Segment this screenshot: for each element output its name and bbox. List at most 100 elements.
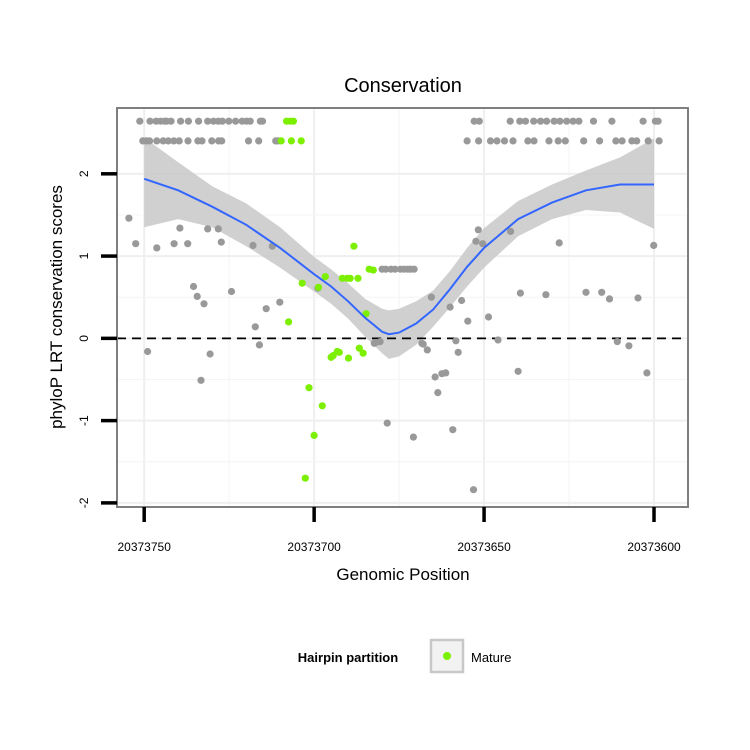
point-other bbox=[470, 117, 478, 125]
x-tick-label: 20373600 bbox=[627, 540, 681, 554]
point-other bbox=[204, 225, 212, 233]
point-other bbox=[643, 369, 651, 377]
point-other bbox=[479, 240, 487, 248]
point-other bbox=[644, 137, 652, 145]
point-other bbox=[454, 348, 462, 356]
point-mature bbox=[277, 137, 285, 145]
point-other bbox=[536, 117, 545, 125]
point-other bbox=[654, 117, 662, 125]
point-other bbox=[376, 338, 384, 346]
point-other bbox=[153, 137, 161, 145]
legend-title: Hairpin partition bbox=[298, 650, 398, 665]
point-mature bbox=[335, 348, 343, 356]
point-other bbox=[625, 342, 633, 350]
point-mature bbox=[289, 117, 297, 125]
point-other bbox=[507, 227, 515, 235]
point-other bbox=[514, 367, 522, 375]
point-other bbox=[446, 303, 454, 311]
point-mature bbox=[359, 349, 367, 357]
point-mature bbox=[346, 274, 354, 282]
point-mature bbox=[297, 137, 305, 145]
point-other bbox=[639, 117, 647, 125]
point-other bbox=[449, 426, 457, 434]
point-mature bbox=[369, 266, 377, 274]
point-other bbox=[164, 137, 172, 145]
point-other bbox=[516, 117, 524, 125]
point-other bbox=[195, 117, 203, 125]
point-other bbox=[159, 137, 167, 145]
point-mature bbox=[301, 474, 309, 482]
point-other bbox=[409, 433, 417, 441]
point-other bbox=[214, 225, 222, 233]
point-other bbox=[382, 265, 390, 273]
point-other bbox=[530, 137, 538, 145]
point-other bbox=[232, 117, 240, 125]
point-other bbox=[193, 292, 201, 300]
plot-border bbox=[116, 107, 689, 508]
point-other bbox=[458, 296, 466, 305]
point-other bbox=[613, 338, 621, 346]
point-other bbox=[427, 293, 435, 301]
point-other bbox=[227, 287, 236, 296]
point-other bbox=[251, 323, 259, 331]
point-other bbox=[132, 240, 140, 248]
point-other bbox=[184, 137, 192, 145]
point-mature bbox=[314, 283, 323, 291]
point-other bbox=[596, 137, 604, 145]
y-tick-label: 1 bbox=[77, 252, 91, 259]
point-other bbox=[198, 137, 206, 145]
point-other bbox=[246, 117, 254, 125]
point-other bbox=[633, 137, 641, 145]
x-axis-title: Genomic Position bbox=[336, 565, 469, 584]
point-other bbox=[255, 341, 263, 349]
point-other bbox=[153, 244, 161, 252]
point-other bbox=[206, 350, 214, 358]
y-axis-title: phyloP LRT conservation scores bbox=[47, 185, 66, 429]
point-mature bbox=[350, 242, 358, 250]
point-other bbox=[177, 117, 185, 125]
point-other bbox=[506, 117, 514, 125]
point-other bbox=[218, 137, 226, 145]
point-other bbox=[484, 313, 493, 321]
smooth-line-layer bbox=[143, 177, 654, 336]
point-mature bbox=[321, 273, 329, 281]
point-other bbox=[475, 117, 483, 125]
point-other bbox=[530, 117, 538, 125]
point-mature bbox=[354, 274, 362, 282]
chart-title: Conservation bbox=[344, 75, 462, 97]
point-other bbox=[197, 376, 205, 384]
point-other bbox=[146, 117, 154, 125]
point-mature bbox=[298, 279, 306, 287]
point-other bbox=[618, 137, 626, 145]
point-other bbox=[383, 419, 391, 427]
point-mature bbox=[318, 402, 326, 410]
point-other bbox=[218, 117, 226, 125]
point-mature bbox=[344, 354, 353, 362]
point-other bbox=[175, 137, 183, 145]
x-tick-label: 20373700 bbox=[287, 540, 341, 554]
point-other bbox=[655, 137, 663, 145]
points-layer bbox=[125, 117, 663, 494]
point-other bbox=[249, 241, 257, 249]
point-other bbox=[244, 137, 253, 145]
point-other bbox=[442, 369, 450, 377]
point-other bbox=[472, 237, 480, 245]
point-other bbox=[176, 224, 184, 232]
point-other bbox=[170, 240, 178, 248]
point-other bbox=[167, 117, 175, 125]
confidence-band-layer bbox=[144, 137, 654, 359]
y-axis: -2 -1 0 1 2 bbox=[77, 170, 117, 508]
point-other bbox=[144, 347, 152, 356]
point-mature bbox=[310, 431, 318, 439]
point-other bbox=[208, 137, 216, 145]
point-other bbox=[262, 305, 270, 313]
point-other bbox=[184, 117, 192, 125]
point-other bbox=[605, 295, 614, 303]
y-tick-label: -1 bbox=[77, 415, 91, 426]
point-other bbox=[200, 300, 208, 308]
point-other bbox=[521, 117, 530, 125]
point-other bbox=[125, 214, 133, 222]
point-mature bbox=[285, 318, 293, 326]
point-mature bbox=[362, 310, 370, 318]
point-other bbox=[509, 137, 517, 145]
